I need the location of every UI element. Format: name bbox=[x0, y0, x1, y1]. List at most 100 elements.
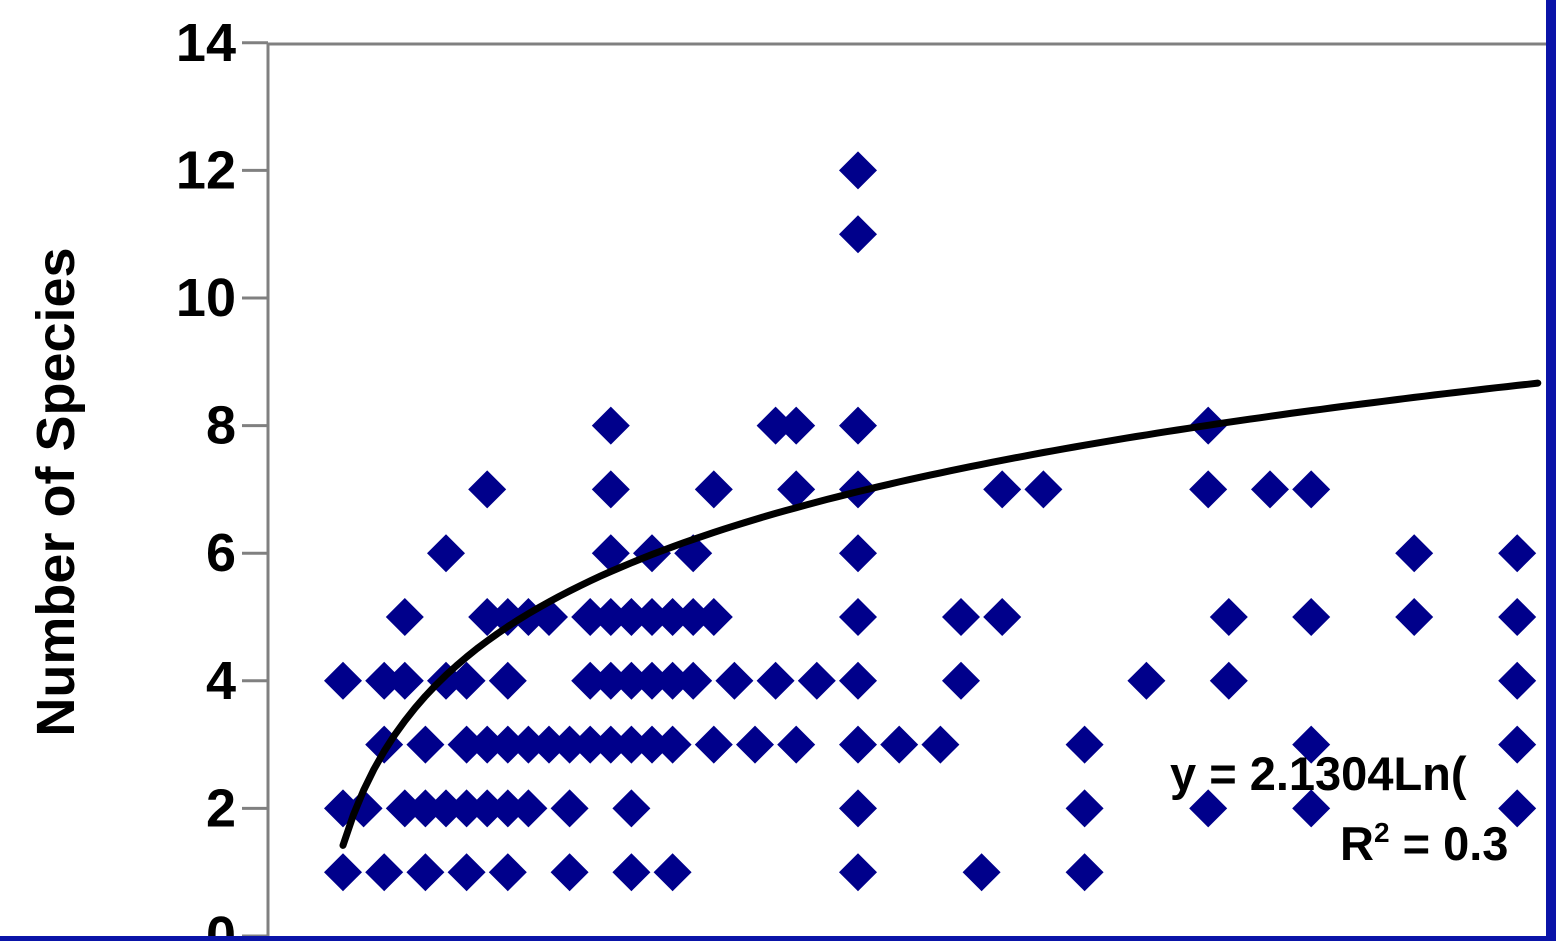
data-point bbox=[427, 789, 465, 828]
data-point bbox=[674, 661, 713, 700]
data-point bbox=[612, 598, 651, 636]
data-point bbox=[1292, 725, 1331, 764]
data-point bbox=[715, 661, 754, 700]
data-point bbox=[633, 661, 671, 700]
data-point bbox=[550, 853, 589, 892]
slide-frame-right bbox=[1546, 0, 1556, 941]
data-point bbox=[1209, 598, 1248, 636]
data-point bbox=[653, 598, 692, 636]
data-point bbox=[1065, 789, 1104, 828]
data-point bbox=[1189, 789, 1228, 828]
data-point bbox=[942, 661, 980, 700]
data-point bbox=[365, 853, 404, 892]
data-point bbox=[1065, 725, 1104, 764]
data-point bbox=[983, 470, 1022, 509]
data-point bbox=[839, 598, 877, 636]
r2-prefix: R bbox=[1340, 817, 1374, 870]
data-point bbox=[962, 853, 1001, 892]
data-points bbox=[324, 151, 1537, 892]
r2-suffix: = 0.3 bbox=[1390, 817, 1509, 870]
data-point bbox=[591, 470, 630, 509]
data-point bbox=[1024, 470, 1063, 509]
data-point bbox=[488, 598, 527, 636]
data-point bbox=[447, 725, 486, 764]
data-point bbox=[1127, 661, 1166, 700]
data-point bbox=[468, 789, 507, 828]
data-point bbox=[1065, 853, 1104, 892]
data-point bbox=[1395, 598, 1434, 636]
data-point bbox=[591, 598, 630, 636]
data-point bbox=[612, 725, 651, 764]
trendline bbox=[339, 379, 1542, 849]
y-tick-label: 2 bbox=[206, 778, 236, 838]
data-point bbox=[385, 598, 424, 636]
data-point bbox=[612, 853, 651, 892]
data-point bbox=[612, 789, 651, 828]
data-point bbox=[694, 598, 733, 636]
data-point bbox=[427, 661, 465, 700]
data-point bbox=[509, 725, 548, 764]
data-point bbox=[530, 725, 568, 764]
data-point bbox=[736, 725, 774, 764]
data-point bbox=[839, 151, 877, 190]
data-point bbox=[1395, 534, 1434, 573]
data-point bbox=[839, 661, 877, 700]
data-point bbox=[839, 406, 877, 445]
data-point bbox=[1498, 789, 1537, 828]
data-point bbox=[612, 661, 651, 700]
data-point bbox=[633, 725, 671, 764]
data-point bbox=[921, 725, 960, 764]
data-point bbox=[1498, 534, 1537, 573]
data-point bbox=[468, 470, 507, 509]
data-point bbox=[447, 853, 486, 892]
data-point bbox=[839, 853, 877, 892]
y-tick-label: 8 bbox=[206, 396, 236, 456]
y-tick-label: 0 bbox=[206, 906, 236, 941]
data-point bbox=[385, 789, 424, 828]
data-point bbox=[1189, 470, 1228, 509]
data-point bbox=[550, 725, 589, 764]
data-point bbox=[1209, 661, 1248, 700]
data-point bbox=[756, 406, 795, 445]
r-squared-label: R2 = 0.3 bbox=[1340, 817, 1508, 870]
y-tick-label: 14 bbox=[176, 13, 236, 73]
data-point bbox=[797, 661, 836, 700]
data-point bbox=[488, 789, 527, 828]
data-point bbox=[406, 789, 445, 828]
data-point bbox=[777, 406, 816, 445]
data-point bbox=[591, 534, 630, 573]
data-point bbox=[1498, 725, 1537, 764]
data-point bbox=[653, 661, 692, 700]
data-point bbox=[839, 789, 877, 828]
data-point bbox=[324, 661, 362, 700]
data-point bbox=[777, 470, 816, 509]
data-point bbox=[406, 853, 445, 892]
y-ticks: 0 2 4 6 8 10 12 14 bbox=[176, 13, 268, 941]
data-point bbox=[571, 725, 610, 764]
data-point bbox=[839, 215, 877, 254]
r2-superscript: 2 bbox=[1374, 817, 1390, 848]
data-point bbox=[756, 661, 795, 700]
y-tick-label: 6 bbox=[206, 523, 236, 583]
data-point bbox=[488, 661, 527, 700]
data-point bbox=[1498, 598, 1537, 636]
y-tick-label: 10 bbox=[176, 268, 236, 328]
data-point bbox=[468, 598, 507, 636]
data-point bbox=[591, 725, 630, 764]
data-point bbox=[447, 661, 486, 700]
data-point bbox=[777, 725, 816, 764]
data-point bbox=[571, 661, 610, 700]
data-point bbox=[674, 598, 713, 636]
data-point bbox=[385, 661, 424, 700]
slide-frame-bottom bbox=[0, 936, 1556, 941]
data-point bbox=[880, 725, 919, 764]
data-point bbox=[839, 725, 877, 764]
data-point bbox=[591, 406, 630, 445]
data-point bbox=[571, 598, 610, 636]
data-point bbox=[653, 725, 692, 764]
data-point bbox=[1292, 598, 1331, 636]
data-point bbox=[633, 598, 671, 636]
data-point bbox=[365, 661, 404, 700]
